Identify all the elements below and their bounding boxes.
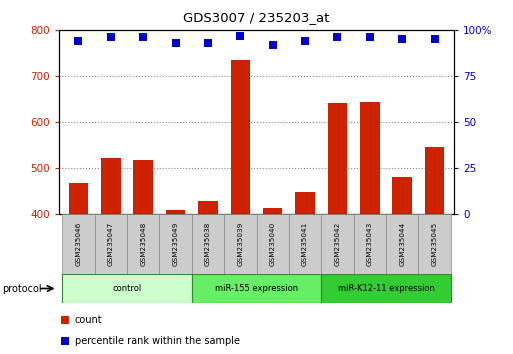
- Text: count: count: [75, 315, 103, 325]
- Bar: [224, 214, 256, 274]
- Text: GSM235048: GSM235048: [140, 222, 146, 266]
- Point: [107, 35, 115, 40]
- Text: GSM235047: GSM235047: [108, 222, 114, 266]
- Text: protocol: protocol: [3, 284, 42, 293]
- Bar: [166, 211, 185, 214]
- Bar: [392, 177, 412, 214]
- Bar: [192, 214, 224, 274]
- Text: GSM235046: GSM235046: [75, 222, 82, 266]
- Point: [204, 40, 212, 46]
- Point: [366, 35, 374, 40]
- Text: control: control: [112, 284, 142, 293]
- Bar: [289, 214, 321, 274]
- Point: [61, 338, 69, 344]
- Bar: [321, 214, 353, 274]
- Bar: [69, 183, 88, 214]
- Bar: [62, 214, 94, 274]
- Text: miR-155 expression: miR-155 expression: [215, 284, 298, 293]
- Bar: [386, 214, 419, 274]
- Bar: [133, 160, 153, 214]
- Point: [74, 38, 83, 44]
- Bar: [62, 274, 192, 303]
- Text: GSM235040: GSM235040: [270, 222, 275, 266]
- Point: [398, 36, 406, 42]
- Bar: [231, 60, 250, 214]
- Text: GSM235038: GSM235038: [205, 222, 211, 266]
- Point: [333, 35, 342, 40]
- Bar: [353, 214, 386, 274]
- Bar: [192, 274, 321, 303]
- Bar: [198, 201, 218, 214]
- Bar: [360, 102, 380, 214]
- Point: [301, 38, 309, 44]
- Bar: [263, 208, 282, 214]
- Bar: [328, 103, 347, 214]
- Text: GSM235044: GSM235044: [399, 222, 405, 266]
- Bar: [425, 147, 444, 214]
- Bar: [160, 214, 192, 274]
- Text: GSM235043: GSM235043: [367, 222, 373, 266]
- Bar: [295, 192, 315, 214]
- Text: GSM235039: GSM235039: [238, 222, 243, 266]
- Text: GSM235042: GSM235042: [334, 222, 341, 266]
- Text: GDS3007 / 235203_at: GDS3007 / 235203_at: [183, 11, 330, 24]
- Text: GSM235045: GSM235045: [431, 222, 438, 266]
- Bar: [127, 214, 160, 274]
- Bar: [321, 274, 451, 303]
- Point: [61, 317, 69, 323]
- Bar: [94, 214, 127, 274]
- Point: [269, 42, 277, 48]
- Point: [236, 33, 244, 39]
- Text: GSM235049: GSM235049: [172, 222, 179, 266]
- Bar: [419, 214, 451, 274]
- Text: miR-K12-11 expression: miR-K12-11 expression: [338, 284, 435, 293]
- Bar: [256, 214, 289, 274]
- Text: GSM235041: GSM235041: [302, 222, 308, 266]
- Point: [171, 40, 180, 46]
- Point: [430, 36, 439, 42]
- Point: [139, 35, 147, 40]
- Text: percentile rank within the sample: percentile rank within the sample: [75, 336, 240, 346]
- Bar: [101, 158, 121, 214]
